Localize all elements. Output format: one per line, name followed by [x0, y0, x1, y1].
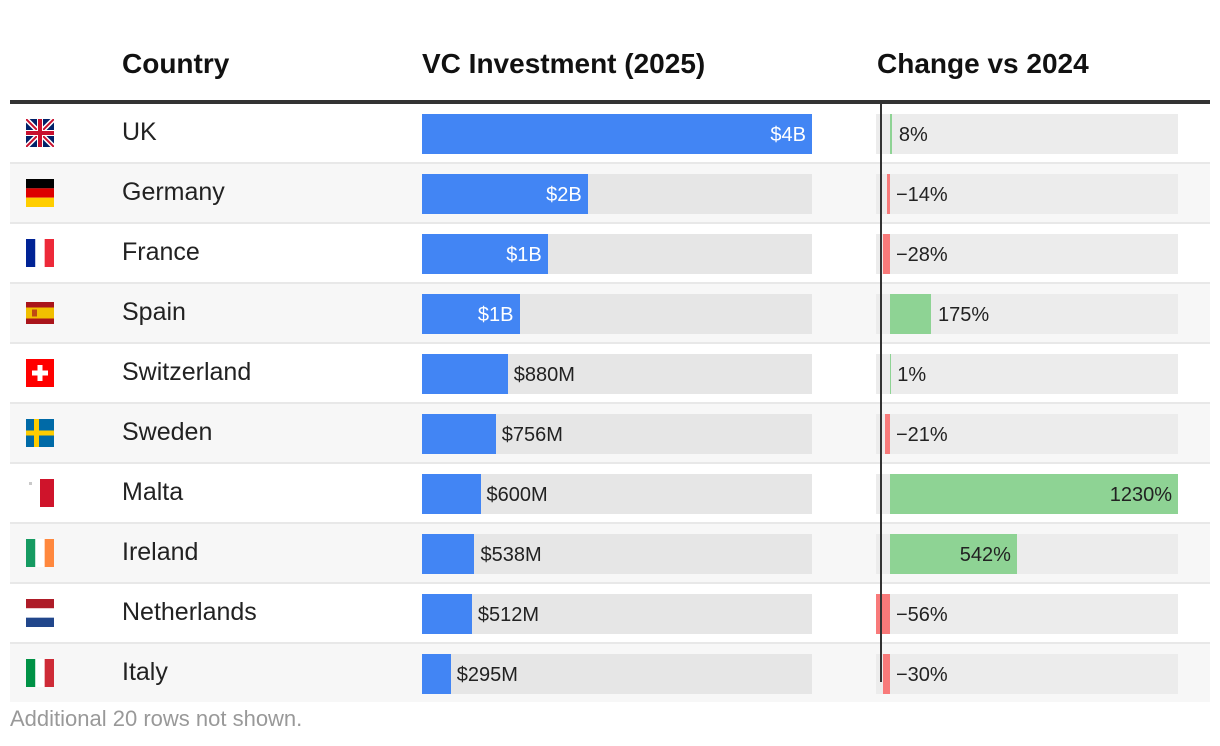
netherlands-flag-icon [26, 599, 54, 627]
change-value-label: −28% [896, 244, 948, 266]
spain-flag-icon [26, 299, 54, 327]
vc-bar [422, 414, 496, 454]
footer-note: Additional 20 rows not shown. [10, 706, 303, 731]
germany-flag-icon [26, 179, 54, 207]
table-row: Malta $600M 1230% [10, 464, 1210, 524]
vc-value-label: $600M [486, 484, 548, 506]
change-bar-track: 175% [876, 294, 1178, 334]
change-bar [890, 294, 931, 334]
change-zero-line [880, 100, 882, 682]
change-bar-track: 1230% [876, 474, 1178, 514]
table-row: Ireland $538M 542% [10, 524, 1210, 584]
uk-flag-icon [26, 119, 54, 147]
vc-bar [422, 534, 475, 574]
table-header: Country VC Investment (2025) Change vs 2… [10, 0, 1210, 104]
vc-bar [422, 654, 451, 694]
change-bar-track: −21% [876, 414, 1178, 454]
vc-bar-track: $295M [422, 654, 812, 694]
table-row: Sweden $756M −21% [10, 404, 1210, 464]
data-table: Country VC Investment (2025) Change vs 2… [10, 0, 1210, 702]
vc-bar-track: $756M [422, 414, 812, 454]
country-name: Netherlands [122, 598, 257, 626]
country-name: Switzerland [122, 358, 252, 386]
italy-flag-icon [26, 659, 54, 687]
country-name: Ireland [122, 538, 199, 566]
vc-bar-track: $4B [422, 114, 812, 154]
table-row: Germany $2B −14% [10, 164, 1210, 224]
table-row: UK $4B 8% [10, 104, 1210, 164]
vc-bar [422, 594, 472, 634]
change-bar-track: 1% [876, 354, 1178, 394]
change-bar [890, 474, 1178, 514]
change-bar-track: −14% [876, 174, 1178, 214]
change-value-label: 8% [898, 124, 928, 146]
change-value-label: 542% [959, 544, 1011, 566]
vc-bar-track: $880M [422, 354, 812, 394]
vc-bar-track: $538M [422, 534, 812, 574]
vc-value-label: $512M [477, 604, 540, 626]
column-header-country[interactable]: Country [122, 48, 230, 79]
change-bar [886, 174, 890, 214]
table-row: Switzerland $880M 1% [10, 344, 1210, 404]
vc-bar [422, 474, 481, 514]
table-row: Netherlands $512M −56% [10, 584, 1210, 644]
country-name: France [122, 238, 200, 266]
sweden-flag-icon [26, 419, 54, 447]
country-name: UK [122, 118, 157, 146]
vc-value-label: $756M [501, 424, 563, 446]
country-name: Spain [122, 298, 186, 326]
vc-bar [422, 234, 548, 274]
vc-value-label: $295M [456, 664, 518, 686]
change-bar-track: −56% [876, 594, 1178, 634]
change-bar-track: −28% [876, 234, 1178, 274]
france-flag-icon [26, 239, 54, 267]
country-name: Italy [122, 658, 168, 686]
column-header-vc-investment[interactable]: VC Investment (2025) [422, 48, 706, 79]
vc-bar [422, 354, 508, 394]
change-value-label: −30% [896, 664, 948, 686]
change-bar [876, 594, 890, 634]
change-bar [890, 534, 1017, 574]
country-name: Sweden [122, 418, 213, 446]
change-bar [883, 234, 890, 274]
table-row: France $1B −28% [10, 224, 1210, 284]
vc-value-label: $1B [506, 244, 542, 266]
vc-bar-track: $2B [422, 174, 812, 214]
change-bar-track: 8% [876, 114, 1178, 154]
vc-bar-track: $512M [422, 594, 812, 634]
table-row: Spain $1B 175% [10, 284, 1210, 344]
change-value-label: −21% [896, 424, 948, 446]
change-value-label: 1% [897, 364, 927, 386]
vc-bar-track: $1B [422, 234, 812, 274]
country-name: Germany [122, 178, 225, 206]
vc-value-label: $2B [546, 184, 582, 206]
vc-bar [422, 174, 588, 214]
table-body: UK $4B 8% Germany $2B −14% France $1B −28% Spa… [10, 104, 1210, 702]
change-value-label: 1230% [1109, 484, 1172, 506]
vc-bar [422, 294, 520, 334]
malta-flag-icon [26, 479, 54, 507]
vc-bar-track: $1B [422, 294, 812, 334]
change-value-label: −14% [896, 184, 948, 206]
change-bar-track: −30% [876, 654, 1178, 694]
change-value-label: −56% [896, 604, 948, 626]
vc-bar-track: $600M [422, 474, 812, 514]
vc-value-label: $538M [480, 544, 542, 566]
vc-bar [422, 114, 812, 154]
country-name: Malta [122, 478, 184, 506]
change-bar [882, 654, 890, 694]
ireland-flag-icon [26, 539, 54, 567]
change-bar-track: 542% [876, 534, 1178, 574]
vc-value-label: $1B [477, 304, 514, 326]
switzerland-flag-icon [26, 359, 54, 387]
change-value-label: 175% [937, 304, 990, 326]
column-header-change[interactable]: Change vs 2024 [877, 48, 1089, 79]
vc-value-label: $880M [513, 364, 575, 386]
change-bar [890, 114, 892, 154]
change-bar [884, 414, 890, 454]
table-row: Italy $295M −30% [10, 644, 1210, 702]
vc-value-label: $4B [770, 124, 806, 146]
